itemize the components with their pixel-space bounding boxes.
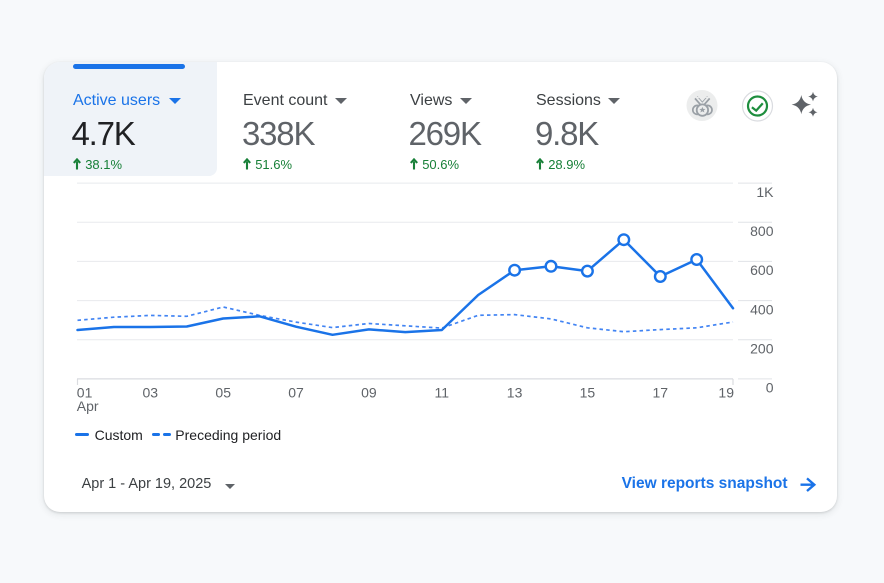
svg-text:15: 15	[580, 384, 596, 400]
svg-text:200: 200	[750, 340, 774, 356]
svg-text:Apr: Apr	[77, 398, 99, 414]
svg-text:800: 800	[750, 223, 774, 239]
svg-text:0: 0	[766, 380, 774, 396]
svg-text:11: 11	[435, 384, 450, 400]
svg-text:1K: 1K	[756, 184, 774, 200]
svg-text:400: 400	[750, 301, 774, 317]
svg-text:03: 03	[143, 384, 159, 400]
svg-text:600: 600	[750, 262, 774, 278]
svg-text:19: 19	[718, 384, 734, 400]
svg-text:05: 05	[215, 384, 231, 400]
svg-text:01: 01	[77, 384, 93, 400]
svg-text:07: 07	[288, 384, 304, 400]
svg-text:17: 17	[653, 384, 669, 400]
svg-text:09: 09	[361, 384, 377, 400]
svg-text:13: 13	[507, 384, 523, 400]
